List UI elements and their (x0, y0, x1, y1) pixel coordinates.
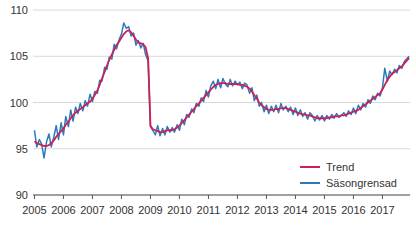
series-line (34, 30, 409, 146)
x-tick (34, 195, 35, 199)
x-tick-label: 2007 (80, 204, 104, 216)
x-tick-label: 2011 (197, 204, 221, 216)
x-tick-label: 2013 (254, 204, 278, 216)
legend-swatch (300, 182, 320, 184)
x-tick (382, 195, 383, 199)
y-tick-label: 90 (16, 189, 28, 201)
y-tick-label: 110 (10, 4, 28, 16)
x-tick-label: 2005 (22, 204, 46, 216)
x-tick-label: 2008 (109, 204, 133, 216)
x-tick (179, 195, 180, 199)
x-tick (295, 195, 296, 199)
x-tick-label: 2016 (341, 204, 365, 216)
y-tick-label: 100 (10, 97, 28, 109)
legend-label: Säsongrensad (326, 177, 397, 189)
x-tick (150, 195, 151, 199)
x-tick-label: 2009 (138, 204, 162, 216)
y-tick-label: 95 (16, 143, 28, 155)
x-tick-label: 2017 (370, 204, 394, 216)
x-tick (121, 195, 122, 199)
x-tick (208, 195, 209, 199)
x-tick (324, 195, 325, 199)
plot-area (34, 23, 409, 158)
x-tick (266, 195, 267, 199)
legend-label: Trend (326, 161, 354, 173)
x-tick-label: 2006 (51, 204, 75, 216)
x-tick (92, 195, 93, 199)
legend-swatch (300, 166, 320, 168)
y-tick-label: 105 (10, 50, 28, 62)
grid-line (33, 10, 410, 11)
grid-line (33, 148, 410, 149)
x-tick (63, 195, 64, 199)
x-tick-label: 2010 (167, 204, 191, 216)
series-line (34, 23, 409, 158)
chart: 90 95 100 105 110 2005 2006 2007 2008 2009 2010 201… (0, 0, 416, 227)
x-tick (237, 195, 238, 199)
x-tick-label: 2015 (312, 204, 336, 216)
x-tick (353, 195, 354, 199)
x-tick-label: 2014 (283, 204, 307, 216)
grid-line (33, 56, 410, 57)
x-tick-label: 2012 (225, 204, 249, 216)
